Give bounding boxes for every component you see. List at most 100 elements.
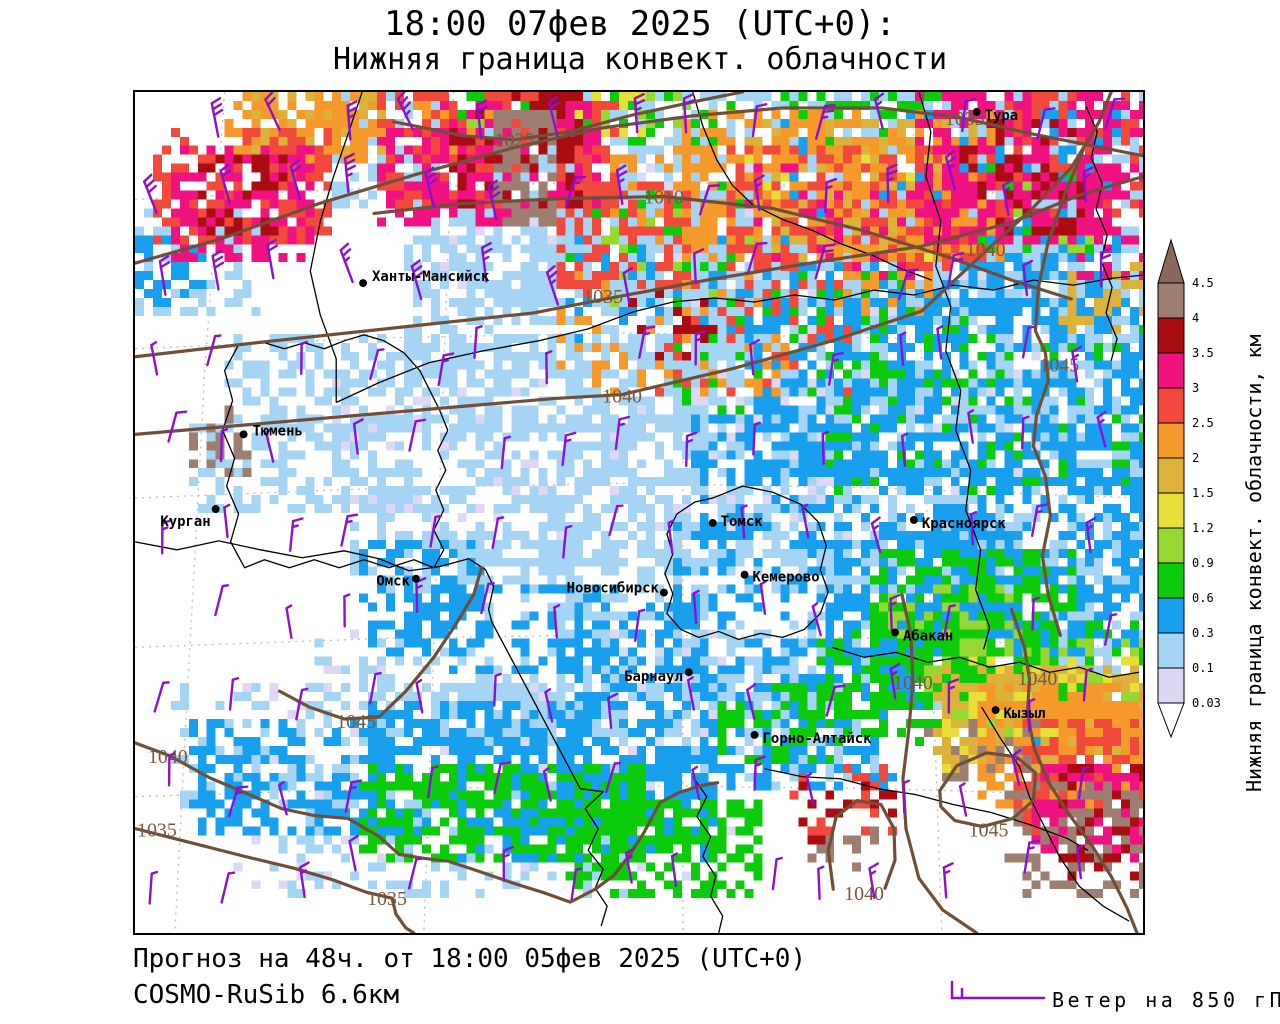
wind-barb [1011, 749, 1022, 786]
wind-barb [889, 593, 901, 630]
city-marker: Барнаул [624, 668, 693, 685]
wind-barb [264, 428, 275, 463]
wind-barb [214, 584, 230, 617]
wind-barb [211, 249, 225, 291]
wind-barb [801, 503, 810, 539]
wind-barb [817, 865, 825, 900]
title-variable: Нижняя граница конвект. облачности [332, 42, 948, 78]
wind-barb [368, 671, 382, 705]
wind-barb [427, 765, 439, 799]
wind-barb [148, 870, 159, 905]
wind-barb [502, 846, 514, 882]
wind-barb [491, 516, 505, 550]
city-marker: Омск [376, 574, 420, 590]
wind-barb [278, 780, 288, 816]
wind-barb [1082, 667, 1093, 702]
colorbar-tick-label: 1.2 [1192, 521, 1214, 535]
wind-barb [547, 95, 560, 137]
colorbar-box [1157, 632, 1185, 669]
isobar-line [900, 593, 979, 933]
colorbar-box [1157, 422, 1185, 459]
wind-barb [565, 175, 587, 208]
wind-barb [815, 103, 836, 140]
wind-barb [150, 341, 159, 376]
wind-barb [562, 524, 573, 559]
wind-barb [487, 179, 501, 221]
isobar-line [135, 92, 1113, 436]
wind-barb [437, 352, 455, 387]
colorbar-box [1157, 352, 1185, 389]
wind-barb [493, 761, 512, 795]
wind-barb [500, 435, 512, 470]
wind-barb [821, 430, 829, 466]
wind-barb [749, 338, 761, 376]
wind-barb [753, 755, 767, 791]
city-label: Горно-Алтайск [763, 731, 873, 747]
wind-barb [604, 761, 622, 794]
wind-barb [682, 93, 695, 134]
isobar-label: 1035 [583, 286, 623, 308]
wind-barb [542, 767, 552, 802]
wind-barb [1022, 259, 1034, 297]
colorbar-tick-label: 0.3 [1192, 626, 1214, 640]
wind-barb [299, 861, 310, 899]
wind-barb [752, 421, 762, 456]
city-label: Томск [721, 514, 764, 530]
wind-barb [889, 662, 901, 700]
wind-barb [746, 683, 757, 721]
wind-barb [167, 410, 188, 443]
wind-barb [824, 177, 838, 214]
wind-barb [897, 268, 919, 301]
city-marker: Кемерово [740, 570, 820, 586]
wind-barb [561, 431, 577, 467]
wind-barb [167, 752, 176, 787]
wind-barb [686, 676, 696, 711]
wind-barb [289, 159, 302, 201]
city-marker: Горно-Алтайск [750, 731, 873, 747]
wind-barb [300, 340, 308, 375]
wind-barb [228, 677, 240, 711]
wind-barb [396, 92, 414, 131]
wind-barb [740, 504, 748, 539]
wind-barb [220, 871, 236, 904]
isobar-line [135, 175, 1143, 359]
isobar-label: 1040 [148, 746, 188, 768]
city-label: Тура [985, 108, 1019, 124]
city-marker: Тюмень [239, 423, 303, 439]
wind-barb [868, 862, 880, 900]
city-marker: Курган [160, 505, 220, 530]
city-marker: Томск [708, 514, 764, 530]
colorbar-axis-label: Нижняя граница конвект. облачности, км [1242, 334, 1266, 792]
wind-barb [476, 99, 488, 140]
wind-barb [346, 100, 358, 141]
wind-barb [143, 173, 158, 215]
colorbar-tick-label: 0.1 [1192, 661, 1214, 675]
isobar-line [135, 741, 720, 904]
wind-barb-icon [950, 980, 1046, 1000]
isobar-label: 1040 [1018, 668, 1058, 690]
colorbar-box [1157, 597, 1185, 634]
wind-barb [1082, 166, 1094, 203]
wind-barb [947, 678, 960, 714]
wind-barb [827, 351, 845, 386]
wind-barb [936, 325, 944, 360]
wind-barb [759, 580, 767, 615]
wind-barb [693, 248, 705, 285]
wind-barb [1077, 766, 1090, 800]
isobar-label: 1045 [969, 819, 1009, 841]
wind-barb [1036, 107, 1056, 140]
wind-barb [480, 581, 495, 615]
city-label: Абакан [903, 628, 953, 644]
colorbar-box [1157, 667, 1185, 704]
wind-barb [958, 782, 968, 817]
city-label: Кемерово [753, 570, 820, 586]
wind-barb [407, 857, 423, 890]
isobar-line [1009, 607, 1139, 933]
city-label: Тюмень [253, 423, 303, 439]
wind-barb [210, 97, 224, 138]
wind-barb [805, 772, 815, 807]
wind-barb [902, 779, 911, 814]
isobar-line [826, 799, 897, 891]
city-marker: Красноярск [909, 516, 1006, 532]
wind-barb [670, 852, 678, 888]
